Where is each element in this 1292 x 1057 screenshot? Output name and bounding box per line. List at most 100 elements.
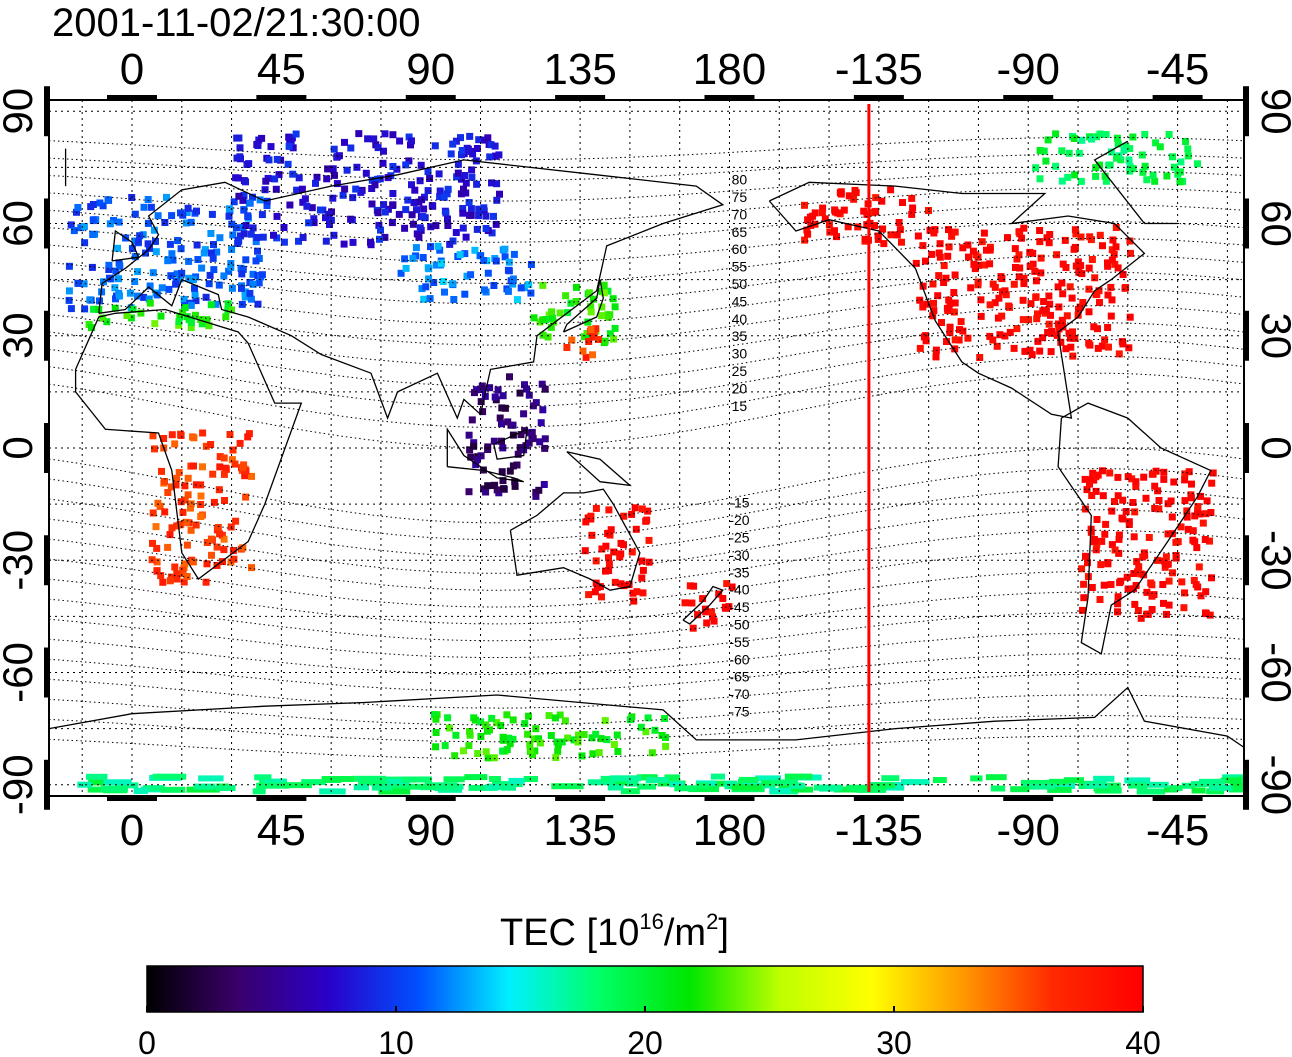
tec-cell (1090, 323, 1098, 331)
tec-cell (1206, 537, 1213, 545)
tec-cell (1080, 580, 1088, 588)
tec-cell (728, 583, 736, 591)
tec-cell (488, 229, 496, 237)
tec-cell (1047, 311, 1054, 319)
tec-cell (983, 246, 990, 254)
tec-cell (523, 776, 538, 782)
tec-cell (1044, 329, 1052, 336)
tec-cell (174, 237, 182, 244)
tec-cell (1108, 256, 1116, 264)
tec-cell (123, 312, 131, 319)
tec-cell (500, 485, 508, 493)
tec-cell (1202, 588, 1210, 596)
tec-cell (192, 311, 199, 319)
magnetic-latitude-contour (49, 322, 1244, 387)
tec-cell (584, 334, 592, 342)
tec-cell (1085, 264, 1093, 272)
tec-cell (1018, 234, 1026, 242)
tec-cell (1191, 787, 1206, 794)
lat-tick-label-left: -60 (0, 642, 41, 703)
tec-cell (256, 196, 264, 204)
tec-cell (1047, 348, 1055, 356)
tec-cell (116, 262, 124, 270)
tec-cell (153, 567, 161, 575)
tec-cell (944, 252, 952, 260)
tec-cell (1015, 251, 1023, 259)
tec-cell (226, 431, 234, 438)
tec-cell (1070, 245, 1078, 253)
tec-cell (1124, 585, 1132, 593)
top-tick-bar (1003, 95, 1054, 101)
tec-cell (1126, 237, 1134, 245)
tec-cell (333, 180, 341, 188)
tec-cell (254, 774, 272, 781)
tec-cell (1127, 249, 1134, 257)
tec-cell (521, 720, 529, 728)
tec-cell (267, 143, 275, 151)
tec-cell (959, 327, 967, 335)
tec-cell (80, 280, 88, 288)
tec-cell (935, 249, 943, 257)
tec-cell (468, 166, 476, 174)
tec-cell (1115, 549, 1123, 557)
top-tick-bar (1152, 95, 1203, 101)
tec-cell (220, 454, 228, 462)
tec-cell (860, 207, 868, 215)
tec-cell (1059, 323, 1067, 331)
tec-cell (389, 190, 397, 197)
tec-cell (490, 437, 498, 445)
tec-cell (950, 308, 958, 316)
tec-cell (1126, 145, 1134, 153)
tec-cell (1201, 536, 1209, 543)
tec-cell (477, 452, 485, 460)
tec-cell (950, 289, 958, 296)
tec-cell (1019, 316, 1027, 324)
maglat-label: -70 (729, 686, 749, 702)
tec-cell (669, 781, 685, 788)
colorbar-title-prefix: TEC [10 (500, 912, 639, 954)
tec-cell (1170, 163, 1178, 171)
tec-cell (938, 319, 945, 326)
tec-cell (881, 775, 900, 782)
tec-cell (230, 198, 238, 206)
tec-cell (240, 206, 248, 214)
tec-cell (468, 784, 498, 791)
tec-cell (486, 153, 494, 161)
tec-cell (431, 711, 438, 719)
lon-tick-label-top: 90 (406, 45, 455, 94)
lon-tick-label-bottom: 45 (257, 806, 306, 855)
tec-cell (517, 431, 525, 439)
tec-cell (232, 224, 240, 232)
tec-cell (1182, 138, 1190, 145)
tec-cell (1072, 230, 1080, 238)
tec-cell (589, 295, 597, 303)
tec-cell (521, 381, 528, 389)
tec-cell (1098, 342, 1106, 350)
tec-cell (1195, 563, 1203, 571)
tec-cell (466, 132, 474, 140)
tec-cell (1042, 157, 1050, 165)
tec-cell (1104, 560, 1112, 568)
tec-cell (330, 231, 338, 239)
tec-cell (426, 175, 434, 182)
tec-cell (548, 314, 556, 322)
tec-cell (1181, 497, 1189, 505)
tec-cell (620, 582, 628, 590)
colorbar-title: TEC [1016/m2] (500, 909, 729, 954)
tec-cell (225, 212, 233, 220)
tec-cell (157, 572, 165, 580)
tec-cell (1174, 168, 1182, 176)
tec-cell (854, 223, 862, 231)
tec-cell (506, 740, 514, 748)
tec-cell (232, 517, 240, 525)
tec-cell (482, 225, 490, 232)
tec-cell (103, 318, 111, 326)
tec-cell (222, 313, 230, 321)
tec-cell (144, 196, 152, 203)
tec-cell (1107, 148, 1115, 156)
tec-cell (435, 170, 443, 178)
tec-cell (607, 526, 615, 534)
tec-cell (131, 278, 139, 285)
tec-cell (506, 467, 514, 475)
tec-cell (409, 220, 417, 228)
